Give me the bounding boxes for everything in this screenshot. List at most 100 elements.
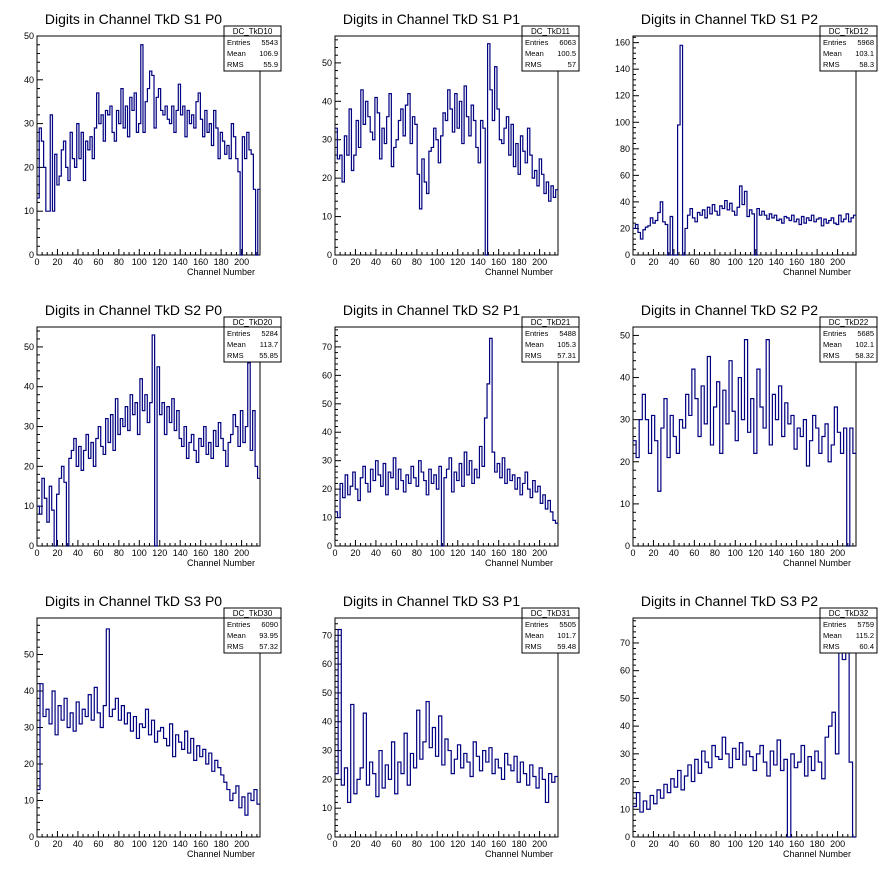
y-tick-label: 50 (24, 31, 34, 41)
x-tick-label: 40 (73, 839, 83, 849)
stats-value: 5968 (857, 38, 874, 47)
x-tick-label: 200 (234, 257, 249, 267)
x-tick-label: 120 (748, 257, 763, 267)
y-tick-label: 70 (322, 630, 332, 640)
stats-label: Entries (227, 620, 251, 629)
x-tick-label: 20 (350, 839, 360, 849)
stats-label: Mean (525, 631, 544, 640)
x-axis-title: Channel Number (187, 267, 255, 277)
y-tick-label: 50 (24, 650, 34, 660)
y-tick-label: 10 (24, 501, 34, 511)
x-tick-label: 160 (789, 257, 804, 267)
stats-value: 5284 (261, 329, 278, 338)
x-tick-label: 0 (34, 257, 39, 267)
x-tick-label: 40 (371, 257, 381, 267)
plot-frame (334, 35, 559, 256)
y-tick-label: 50 (322, 399, 332, 409)
stats-value: 6090 (261, 620, 278, 629)
y-tick-label: 10 (322, 212, 332, 222)
y-tick-label: 30 (322, 135, 332, 145)
stats-label: Entries (525, 329, 549, 338)
y-tick-label: 10 (322, 513, 332, 523)
stats-label: Mean (823, 49, 842, 58)
y-tick-label: 30 (24, 119, 34, 129)
y-tick-label: 20 (322, 774, 332, 784)
stats-label: Entries (525, 38, 549, 47)
stats-label: RMS (525, 642, 542, 651)
stats-label: Entries (227, 329, 251, 338)
stats-label: Mean (525, 340, 544, 349)
y-tick-label: 0 (29, 250, 34, 260)
stats-label: RMS (823, 60, 840, 69)
y-tick-label: 0 (625, 541, 630, 551)
x-tick-label: 160 (491, 548, 506, 558)
x-tick-label: 180 (810, 548, 825, 558)
y-tick-label: 30 (322, 456, 332, 466)
stats-label: RMS (525, 351, 542, 360)
x-tick-label: 80 (710, 839, 720, 849)
x-axis-title: Channel Number (485, 558, 553, 568)
chart-title: Digits in Channel TkD S2 P1 (343, 302, 520, 318)
stats-name: DC_TkD12 (829, 27, 869, 36)
x-tick-label: 60 (689, 548, 699, 558)
stats-label: RMS (823, 351, 840, 360)
stats-label: Mean (227, 631, 246, 640)
x-tick-label: 20 (52, 839, 62, 849)
stats-value: 103.1 (855, 49, 874, 58)
x-tick-label: 80 (114, 839, 124, 849)
x-tick-label: 20 (350, 257, 360, 267)
histogram-line (335, 43, 558, 256)
y-tick-label: 30 (620, 749, 630, 759)
y-tick-label: 0 (327, 541, 332, 551)
x-tick-label: 180 (214, 839, 229, 849)
x-tick-label: 140 (471, 839, 486, 849)
x-tick-label: 160 (491, 839, 506, 849)
stats-value: 5543 (261, 38, 278, 47)
histogram-panel: Digits in Channel TkD S1 P2 0 20 40 60 80 100 1… (615, 11, 878, 277)
y-tick-label: 40 (322, 427, 332, 437)
stats-box (521, 326, 580, 363)
stats-label: Entries (525, 620, 549, 629)
chart-title: Digits in Channel TkD S1 P1 (343, 11, 520, 27)
stats-name: DC_TkD10 (233, 27, 273, 36)
y-tick-label: 10 (24, 206, 34, 216)
histogram-panel: Digits in Channel TkD S3 P20 20 40 60 80 100 1… (620, 593, 878, 859)
x-axis-title: Channel Number (187, 849, 255, 859)
stats-value: 105.3 (557, 340, 576, 349)
histogram-panel: Digits in Channel TkD S2 P20 20 40 60 80 100 1… (620, 302, 878, 568)
histogram-panel: Digits in Channel TkD S2 P00 20 40 60 80 100 1… (24, 302, 282, 568)
plot-frame (36, 35, 261, 256)
y-tick-label: 30 (24, 422, 34, 432)
x-tick-label: 120 (748, 839, 763, 849)
histogram-line (633, 44, 856, 256)
stats-value: 6063 (559, 38, 576, 47)
x-tick-label: 60 (391, 839, 401, 849)
histogram-line (633, 339, 856, 547)
x-tick-label: 0 (34, 839, 39, 849)
histogram-panel: Digits in Channel TkD S3 P10 20 40 60 80 100 1… (322, 593, 580, 859)
chart-title: Digits in Channel TkD S1 P2 (641, 11, 818, 27)
x-tick-label: 60 (689, 257, 699, 267)
y-tick-label: 20 (322, 484, 332, 494)
x-tick-label: 40 (371, 548, 381, 558)
x-tick-label: 140 (769, 548, 784, 558)
stats-value: 55.85 (259, 351, 278, 360)
stats-label: Entries (823, 620, 847, 629)
stats-value: 106.9 (259, 49, 278, 58)
x-tick-label: 200 (830, 257, 845, 267)
x-tick-label: 60 (689, 839, 699, 849)
x-tick-label: 140 (173, 257, 188, 267)
x-tick-label: 100 (430, 257, 445, 267)
x-tick-label: 100 (132, 839, 147, 849)
x-tick-label: 120 (450, 257, 465, 267)
histogram-panel: Digits in Channel TkD S3 P00 20 40 60 80 100 1… (24, 593, 282, 859)
x-tick-label: 20 (648, 257, 658, 267)
y-tick-label: 60 (322, 659, 332, 669)
stats-name: DC_TkD21 (531, 318, 571, 327)
y-tick-label: 0 (29, 541, 34, 551)
histogram-line (37, 44, 260, 256)
x-tick-label: 20 (648, 839, 658, 849)
y-tick-label: 30 (620, 415, 630, 425)
stats-box (819, 35, 878, 72)
plot-frame (632, 617, 857, 838)
